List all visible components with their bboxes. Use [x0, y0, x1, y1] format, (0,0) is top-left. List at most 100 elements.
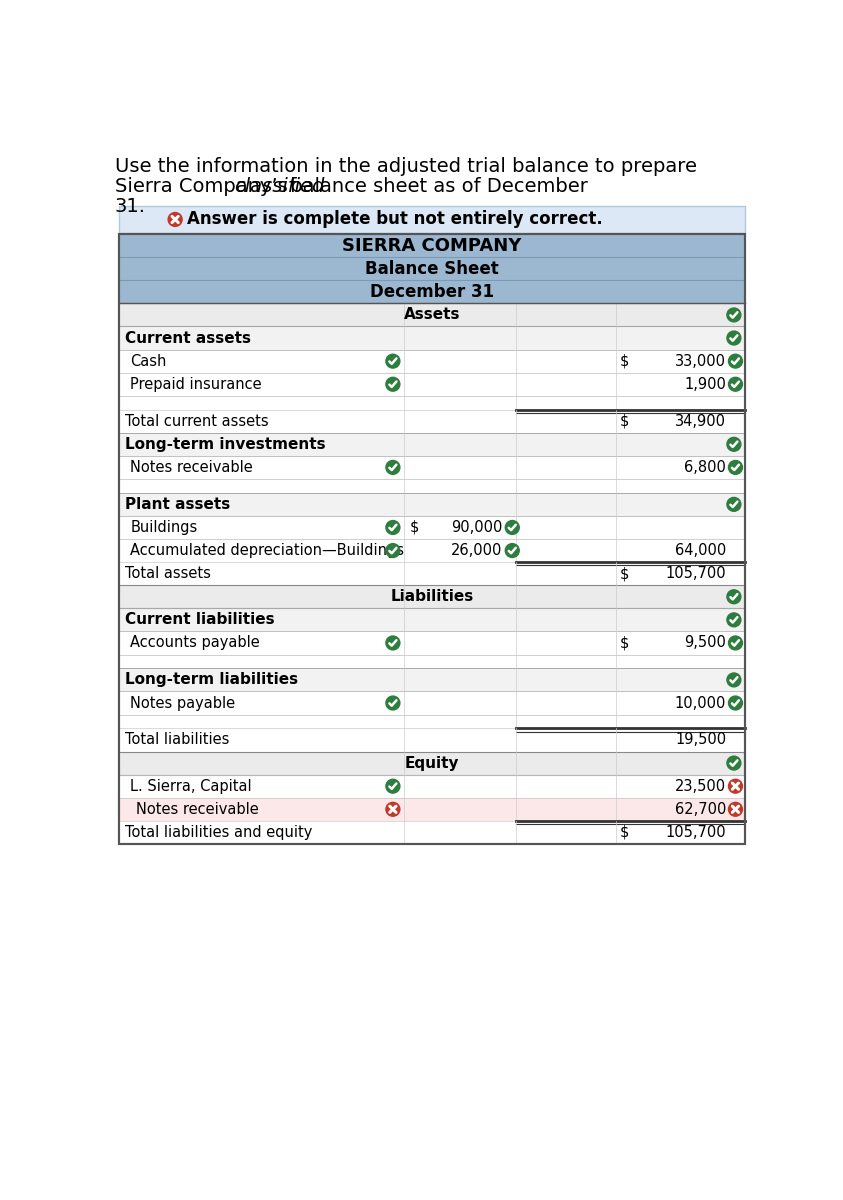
- Text: 9,500: 9,500: [685, 636, 726, 650]
- Bar: [120, 234, 744, 844]
- Circle shape: [386, 779, 400, 793]
- Bar: [120, 349, 744, 373]
- Text: SIERRA COMPANY: SIERRA COMPANY: [342, 236, 522, 254]
- Text: L. Sierra, Capital: L. Sierra, Capital: [130, 779, 252, 793]
- Circle shape: [727, 613, 741, 626]
- Bar: [120, 668, 744, 691]
- Text: 90,000: 90,000: [451, 520, 502, 535]
- Bar: [120, 206, 744, 233]
- Bar: [120, 493, 744, 516]
- Circle shape: [728, 636, 743, 650]
- Circle shape: [727, 590, 741, 604]
- Text: 26,000: 26,000: [451, 544, 502, 558]
- Text: 19,500: 19,500: [675, 732, 726, 748]
- Text: December 31: December 31: [370, 283, 494, 301]
- Text: Accounts payable: Accounts payable: [130, 636, 260, 650]
- Circle shape: [505, 521, 519, 534]
- Bar: [120, 456, 744, 479]
- Text: Balance Sheet: Balance Sheet: [365, 259, 499, 277]
- Circle shape: [728, 461, 743, 474]
- Circle shape: [505, 544, 519, 558]
- Text: Long-term liabilities: Long-term liabilities: [125, 672, 298, 688]
- Circle shape: [728, 377, 743, 391]
- Bar: [120, 396, 744, 409]
- Circle shape: [727, 308, 741, 322]
- Text: 31.: 31.: [115, 197, 146, 216]
- Text: Long-term investments: Long-term investments: [125, 437, 325, 451]
- Circle shape: [386, 544, 400, 558]
- Circle shape: [728, 779, 743, 793]
- Circle shape: [386, 521, 400, 534]
- Text: Assets: Assets: [404, 307, 460, 323]
- Text: classified: classified: [234, 178, 325, 196]
- Circle shape: [727, 756, 741, 770]
- Bar: [120, 257, 744, 281]
- Circle shape: [386, 377, 400, 391]
- Bar: [120, 751, 744, 775]
- Text: Current assets: Current assets: [125, 330, 250, 346]
- Circle shape: [727, 498, 741, 511]
- Text: Total liabilities and equity: Total liabilities and equity: [125, 824, 312, 840]
- Bar: [120, 821, 744, 844]
- Circle shape: [728, 803, 743, 816]
- Bar: [120, 798, 744, 821]
- Text: Equity: Equity: [405, 756, 459, 770]
- Text: Current liabilities: Current liabilities: [125, 612, 274, 628]
- Bar: [120, 479, 744, 493]
- Text: $: $: [410, 520, 419, 535]
- Text: Accumulated depreciation—Buildings: Accumulated depreciation—Buildings: [130, 544, 404, 558]
- Bar: [120, 304, 744, 326]
- Text: balance sheet as of December: balance sheet as of December: [284, 178, 588, 196]
- Bar: [120, 234, 744, 844]
- Text: $: $: [620, 824, 630, 840]
- Text: Use the information in the adjusted trial balance to prepare: Use the information in the adjusted tria…: [115, 157, 696, 176]
- Text: Total assets: Total assets: [125, 566, 211, 581]
- Text: 34,900: 34,900: [675, 414, 726, 428]
- Bar: [120, 433, 744, 456]
- Text: Total liabilities: Total liabilities: [125, 732, 229, 748]
- Bar: [120, 608, 744, 631]
- Circle shape: [386, 803, 400, 816]
- Circle shape: [386, 461, 400, 474]
- Bar: [120, 586, 744, 608]
- Circle shape: [727, 673, 741, 686]
- Bar: [120, 728, 744, 751]
- Text: Sierra Company’s: Sierra Company’s: [115, 178, 293, 196]
- Text: 1,900: 1,900: [685, 377, 726, 391]
- Bar: [120, 691, 744, 714]
- Text: $: $: [620, 636, 630, 650]
- Text: 64,000: 64,000: [675, 544, 726, 558]
- Circle shape: [386, 636, 400, 650]
- Circle shape: [727, 331, 741, 344]
- Circle shape: [168, 212, 182, 227]
- Text: Buildings: Buildings: [130, 520, 197, 535]
- Text: $: $: [620, 414, 630, 428]
- Bar: [120, 539, 744, 562]
- Bar: [120, 373, 744, 396]
- Text: $: $: [620, 354, 630, 368]
- Bar: [120, 562, 744, 586]
- Circle shape: [728, 696, 743, 710]
- Text: Notes receivable: Notes receivable: [130, 460, 253, 475]
- Bar: [120, 714, 744, 728]
- Text: 105,700: 105,700: [665, 566, 726, 581]
- Text: Notes receivable: Notes receivable: [137, 802, 259, 817]
- Text: Cash: Cash: [130, 354, 167, 368]
- Text: Prepaid insurance: Prepaid insurance: [130, 377, 262, 391]
- Text: 62,700: 62,700: [674, 802, 726, 817]
- Bar: [120, 326, 744, 349]
- Text: 105,700: 105,700: [665, 824, 726, 840]
- Bar: [120, 516, 744, 539]
- Text: 33,000: 33,000: [675, 354, 726, 368]
- Circle shape: [386, 354, 400, 368]
- Text: 10,000: 10,000: [674, 696, 726, 710]
- Bar: [120, 775, 744, 798]
- Text: $: $: [620, 566, 630, 581]
- Text: 6,800: 6,800: [685, 460, 726, 475]
- Text: Plant assets: Plant assets: [125, 497, 230, 512]
- Text: 23,500: 23,500: [675, 779, 726, 793]
- Text: Answer is complete but not entirely correct.: Answer is complete but not entirely corr…: [187, 210, 603, 228]
- Bar: [120, 281, 744, 304]
- Circle shape: [386, 696, 400, 710]
- Bar: [120, 409, 744, 433]
